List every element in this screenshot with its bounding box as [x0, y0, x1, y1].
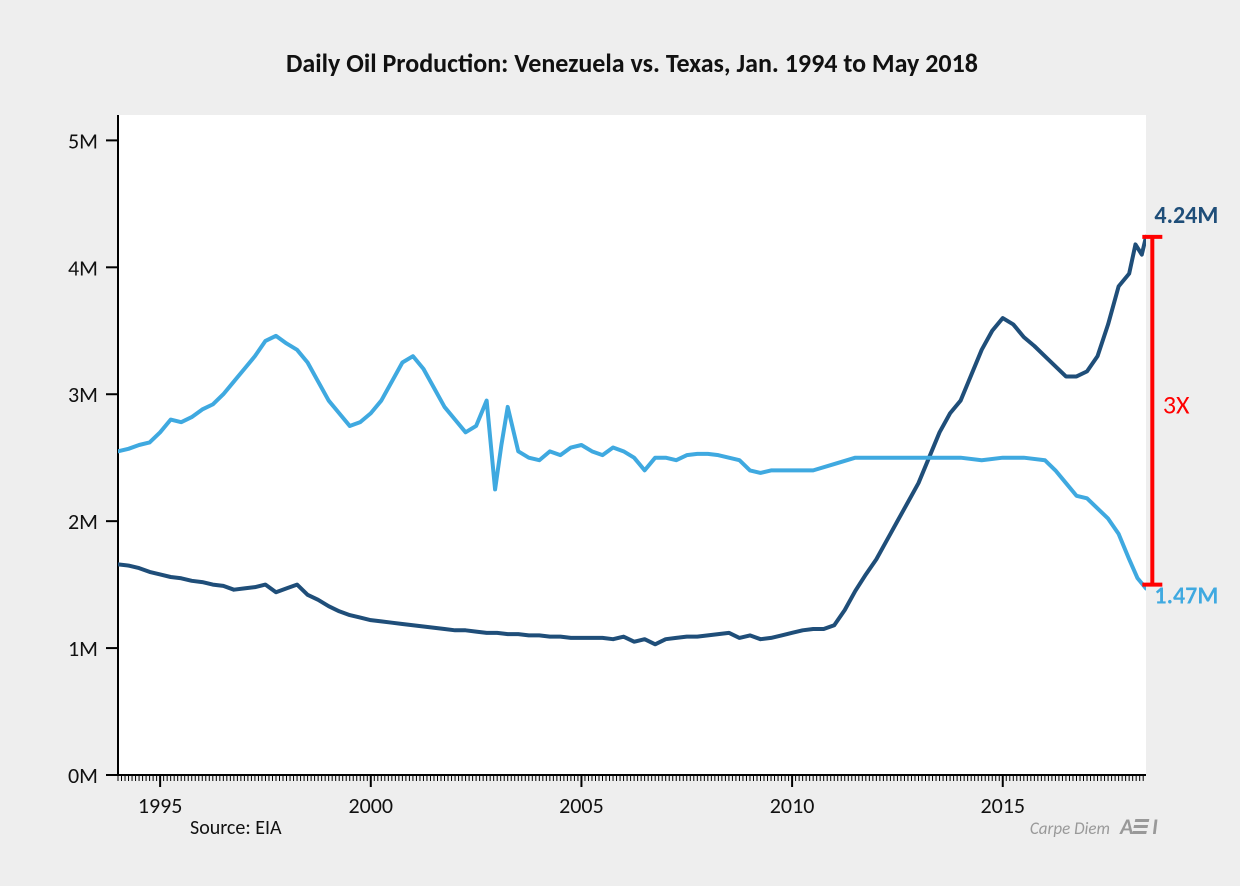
- x-tick-label: 2005: [559, 792, 604, 819]
- annotation-texas-end: 4.24M: [1154, 201, 1218, 230]
- y-tick-label: 5M: [68, 127, 98, 154]
- y-tick-label: 4M: [68, 254, 98, 281]
- credit-text: Carpe Diem: [1030, 818, 1110, 839]
- annotation-ratio: 3X: [1163, 388, 1190, 420]
- x-tick-label: 2000: [348, 792, 393, 819]
- y-tick-label: 3M: [68, 381, 98, 408]
- chart-container: Daily Oil Production: Venezuela vs. Texa…: [0, 0, 1240, 881]
- x-tick-label: 1995: [138, 792, 183, 819]
- chart-svg: Daily Oil Production: Venezuela vs. Texa…: [0, 0, 1240, 881]
- plot-area: [118, 115, 1146, 775]
- aei-logo-bar: [1133, 825, 1148, 828]
- aei-logo-bar: [1135, 819, 1150, 822]
- aei-logo-text: A: [1119, 813, 1133, 840]
- x-tick-label: 2010: [770, 792, 815, 819]
- annotation-venezuela-end: 1.47M: [1154, 582, 1218, 611]
- aei-logo-bar: [1132, 831, 1147, 834]
- aei-logo-text: I: [1152, 813, 1158, 840]
- y-tick-label: 2M: [68, 508, 98, 535]
- x-tick-label: 2015: [980, 792, 1025, 819]
- source-text: Source: EIA: [190, 816, 282, 840]
- chart-title: Daily Oil Production: Venezuela vs. Texa…: [286, 47, 978, 79]
- y-tick-label: 1M: [68, 635, 98, 662]
- y-tick-label: 0M: [68, 762, 98, 789]
